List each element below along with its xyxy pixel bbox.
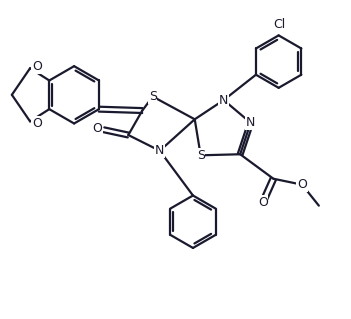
Text: O: O [297,178,307,191]
Text: O: O [258,196,268,209]
Text: Cl: Cl [273,18,285,31]
Text: S: S [197,149,205,162]
Text: N: N [246,116,256,129]
Text: N: N [219,93,229,107]
Text: S: S [149,90,157,103]
Text: N: N [155,144,165,157]
Text: O: O [32,60,42,73]
Text: O: O [32,117,42,130]
Text: O: O [93,122,102,135]
